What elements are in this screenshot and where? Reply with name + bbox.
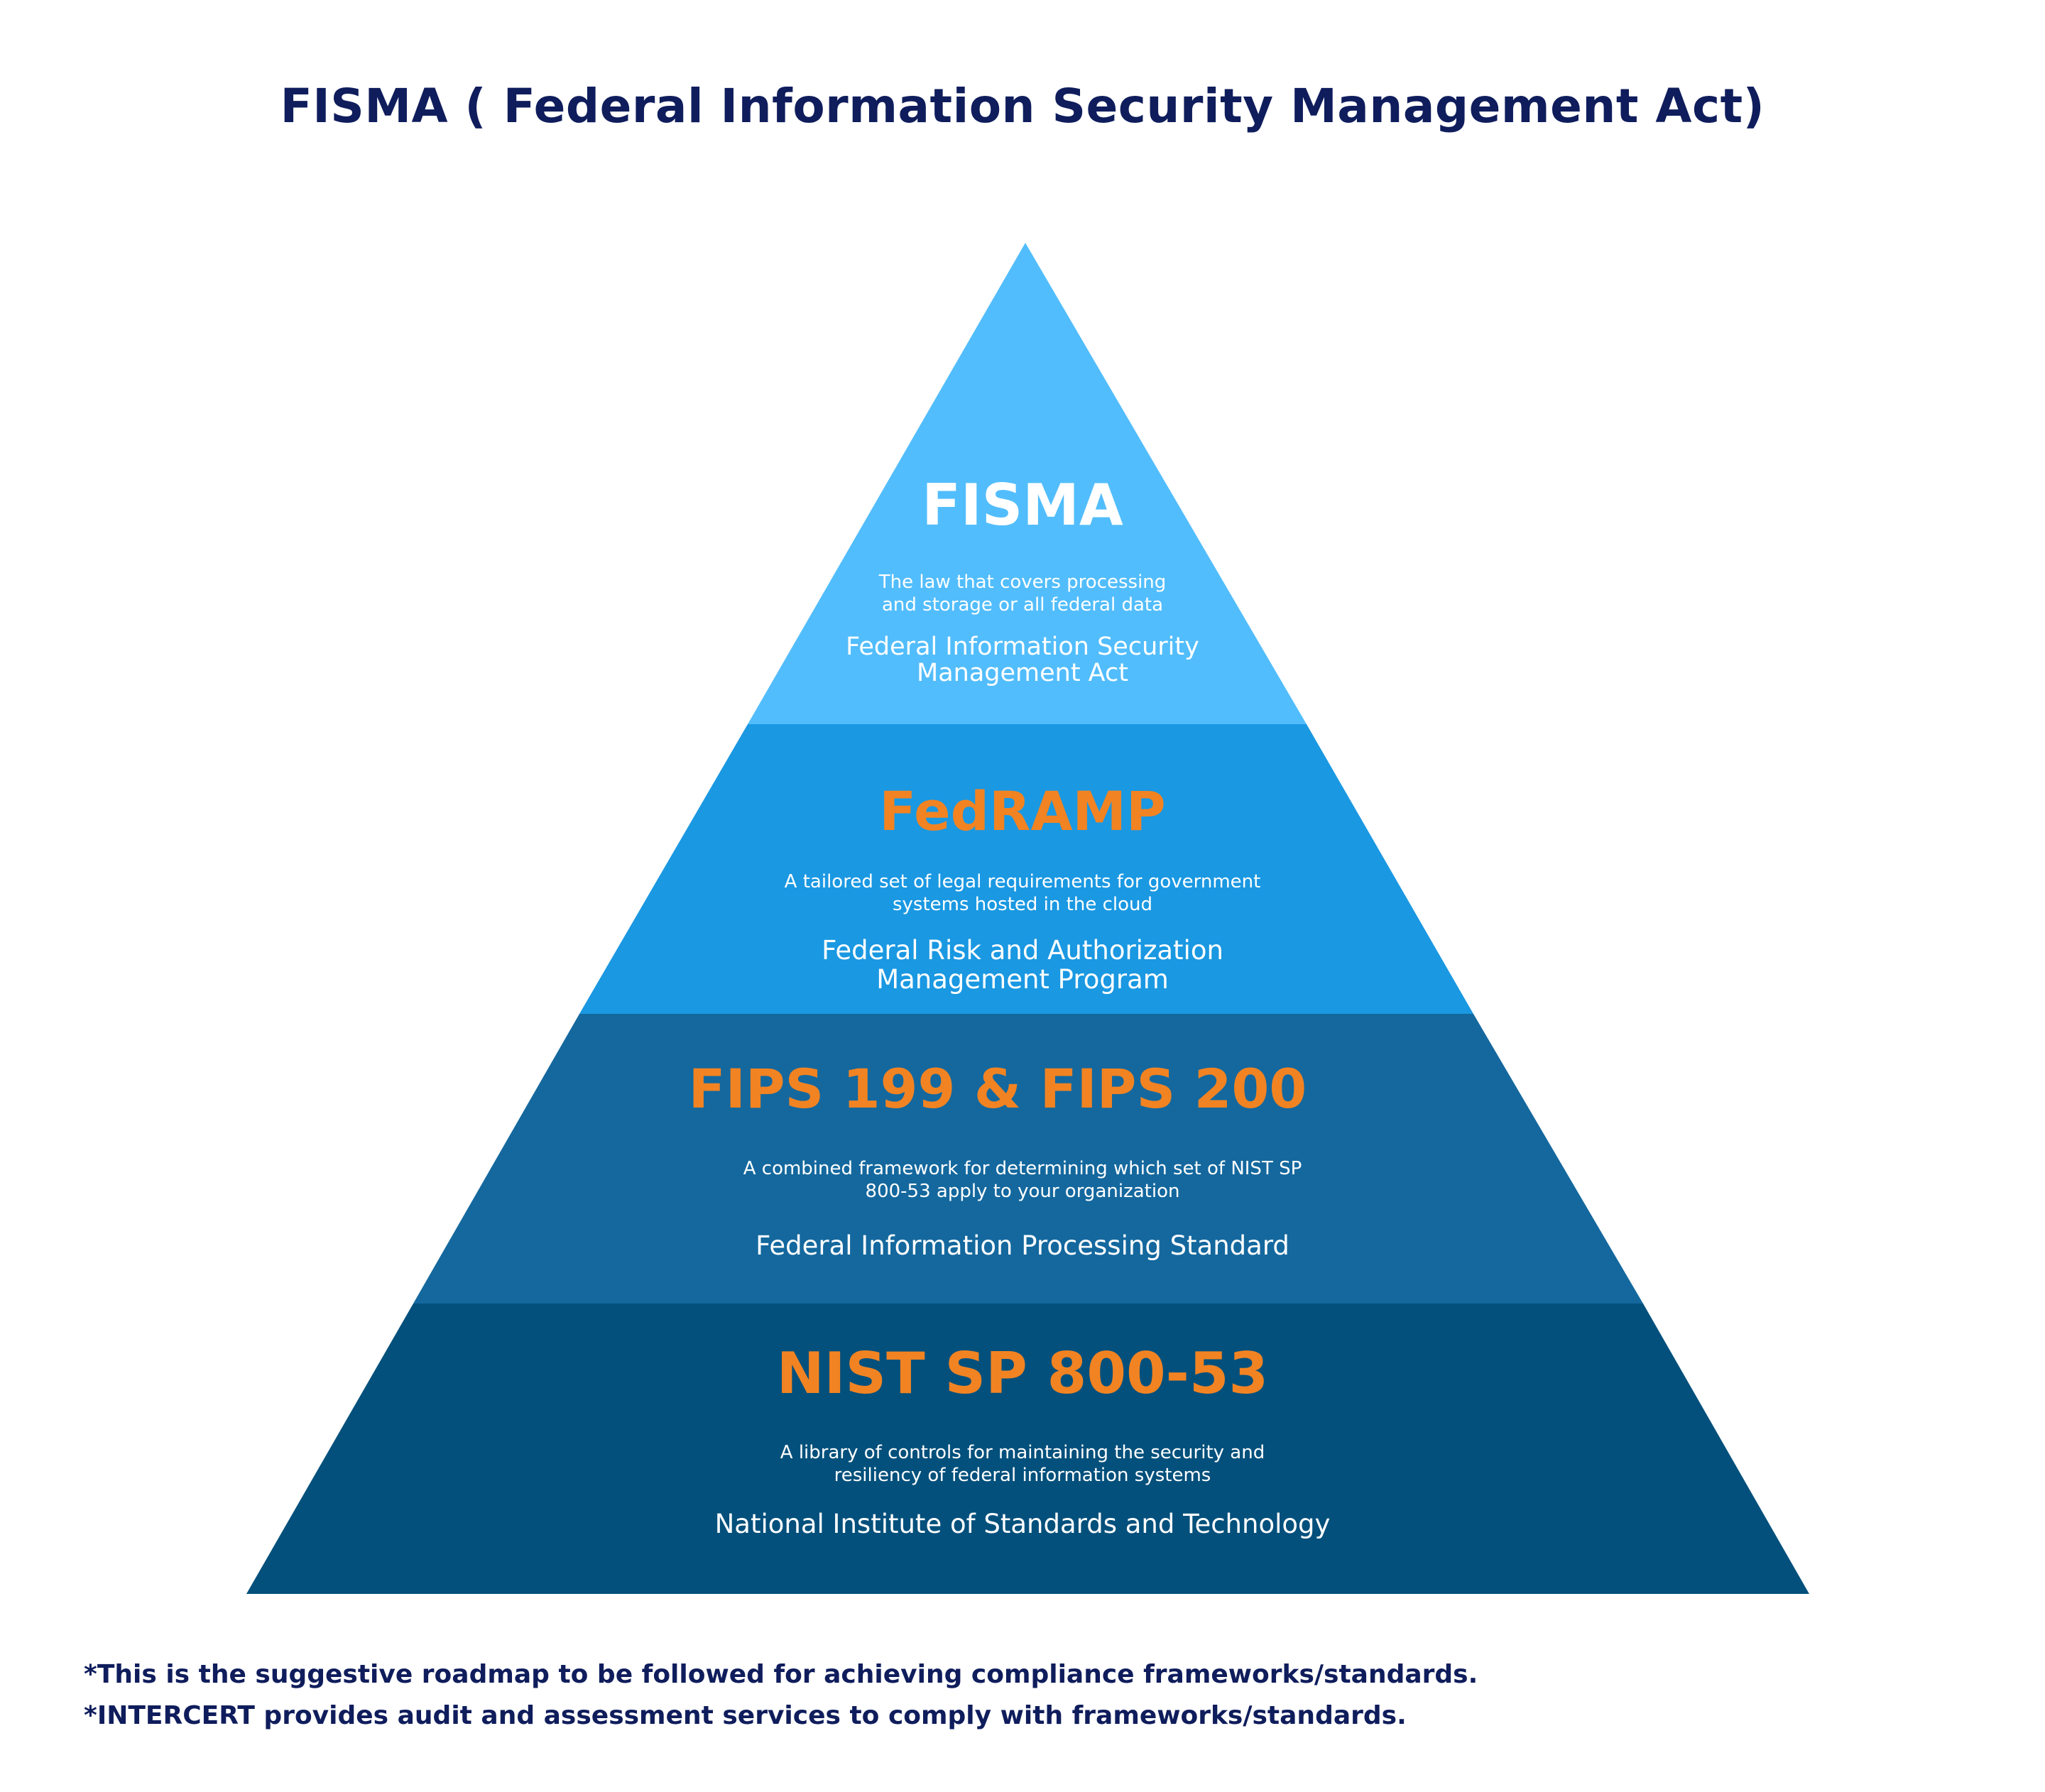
tier-fedramp-description-line: A tailored set of legal requirements for… bbox=[784, 871, 1261, 892]
tier-fisma-full-name-line: Management Act bbox=[917, 659, 1128, 687]
tier-fisma-full-name: Federal Information Security Management … bbox=[0, 634, 2045, 687]
tier-fisma-description-line: The law that covers processing bbox=[878, 572, 1167, 593]
tier-fedramp: FedRAMP A tailored set of legal requirem… bbox=[0, 780, 2045, 995]
tier-nist-description-line: resiliency of federal information system… bbox=[834, 1465, 1211, 1486]
tier-fisma-description-line: and storage or all federal data bbox=[881, 594, 1164, 616]
footnote-roadmap: *This is the suggestive roadmap to be fo… bbox=[84, 1660, 1478, 1689]
tier-fedramp-description-line: systems hosted in the cloud bbox=[892, 894, 1152, 915]
tier-nist: NIST SP 800-53 A library of controls for… bbox=[0, 1345, 2045, 1539]
tier-nist-full-name-line: National Institute of Standards and Tech… bbox=[714, 1509, 1331, 1539]
tier-fisma-description: The law that covers processing and stora… bbox=[0, 571, 2045, 616]
tier-fips-description-line: 800-53 apply to your organization bbox=[865, 1181, 1180, 1202]
tier-fips-full-name: Federal Information Processing Standard bbox=[0, 1231, 2045, 1260]
page-title: FISMA ( Federal Information Security Man… bbox=[280, 79, 1765, 133]
tier-nist-shape bbox=[246, 1304, 1809, 1594]
tier-fips: FIPS 199 & FIPS 200 A combined framework… bbox=[0, 1057, 2045, 1261]
tier-fedramp-full-name-line: Federal Risk and Authorization bbox=[822, 935, 1223, 966]
tier-fedramp-description: A tailored set of legal requirements for… bbox=[0, 870, 2045, 916]
tier-fisma: FISMA The law that covers processing and… bbox=[0, 477, 2045, 687]
tier-fedramp-title: FedRAMP bbox=[879, 780, 1166, 843]
tier-fedramp-full-name-line: Management Program bbox=[876, 964, 1169, 995]
tier-fisma-full-name-line: Federal Information Security bbox=[846, 633, 1199, 661]
tier-fips-description: A combined framework for determining whi… bbox=[0, 1157, 2045, 1203]
tier-nist-title: NIST SP 800-53 bbox=[776, 1340, 1269, 1406]
tier-fisma-shape bbox=[748, 243, 1307, 724]
footnote-intercert: *INTERCERT provides audit and assessment… bbox=[84, 1701, 1407, 1730]
tier-fips-title: FIPS 199 & FIPS 200 bbox=[688, 1057, 1307, 1120]
tier-nist-full-name: National Institute of Standards and Tech… bbox=[0, 1509, 2045, 1539]
tier-fips-full-name-line: Federal Information Processing Standard bbox=[756, 1230, 1289, 1261]
tier-fedramp-shape bbox=[579, 724, 1473, 1014]
tier-fedramp-full-name: Federal Risk and Authorization Managemen… bbox=[0, 936, 2045, 994]
tier-nist-description: A library of controls for maintaining th… bbox=[0, 1441, 2045, 1487]
footnotes: *This is the suggestive roadmap to be fo… bbox=[84, 1654, 2001, 1737]
tier-fisma-title: FISMA bbox=[922, 472, 1123, 538]
tier-fips-description-line: A combined framework for determining whi… bbox=[743, 1158, 1302, 1179]
tier-nist-description-line: A library of controls for maintaining th… bbox=[780, 1442, 1265, 1463]
tier-fips-shape bbox=[413, 1014, 1643, 1304]
